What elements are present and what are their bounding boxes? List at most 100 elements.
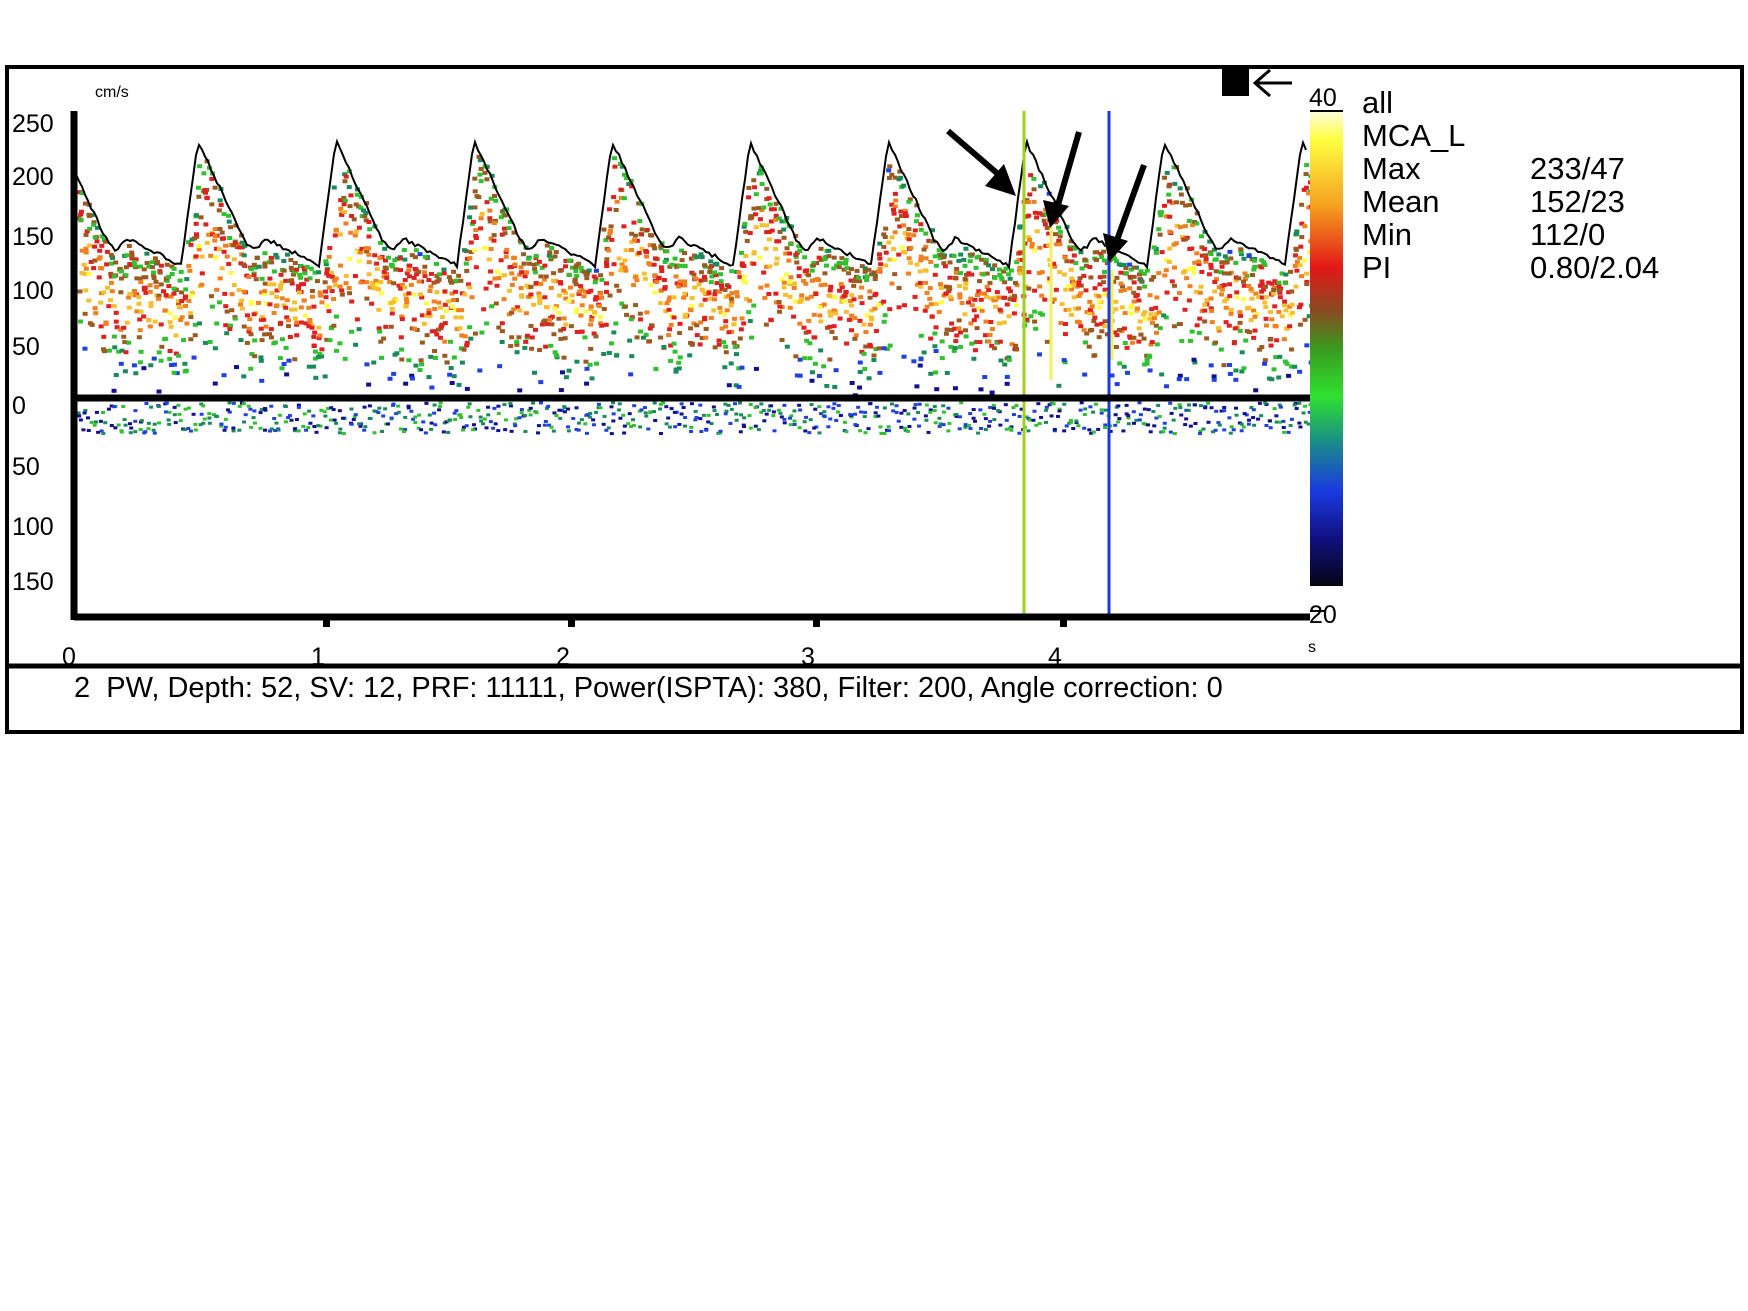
speckle [219,424,224,428]
speckle [599,323,605,328]
speckle [817,313,823,318]
speckle [1286,373,1292,378]
speckle [734,412,739,416]
speckle [1014,260,1020,265]
speckle [379,355,385,360]
speckle [501,297,507,302]
speckle [1014,283,1020,288]
speckle [124,253,130,258]
speckle [512,276,518,281]
speckle [857,385,863,390]
speckle [1122,311,1128,316]
speckle [784,246,790,251]
speckle [724,308,730,313]
speckle [1178,192,1184,197]
speckle [579,269,585,274]
speckle [129,250,135,255]
speckle [1051,261,1057,266]
speckle [427,314,433,319]
speckle [316,424,321,428]
speckle [583,422,588,426]
speckle [251,416,256,420]
speckle [352,233,358,238]
speckle [779,277,785,282]
speckle [1027,418,1032,422]
speckle [588,307,594,312]
speckle [699,336,705,341]
speckle [609,237,615,242]
speckle [262,251,268,256]
speckle [638,425,643,429]
speckle [832,384,838,389]
speckle [377,255,383,260]
speckle [1054,218,1060,223]
speckle [923,244,929,249]
speckle [508,344,514,349]
speckle [1294,260,1300,265]
speckle [1039,270,1045,275]
speckle [544,406,549,410]
speckle [794,260,800,265]
speckle [821,364,827,369]
y-tick-label: 150 [12,223,54,251]
speckle [1241,283,1247,288]
speckle [1028,314,1034,319]
speckle [1268,426,1273,430]
speckle [937,424,942,428]
speckle [242,243,248,248]
speckle [572,279,578,284]
speckle [199,412,204,416]
speckle [1116,420,1121,424]
speckle [791,314,797,319]
speckle [1083,407,1088,411]
speckle [1269,281,1275,286]
speckle [728,296,734,301]
speckle [737,401,742,405]
speckle [103,239,109,244]
speckle [484,321,490,326]
speckle [312,425,317,429]
speckle [756,428,761,432]
speckle [401,248,407,253]
speckle [906,232,912,237]
speckle [183,407,188,411]
speckle [872,306,878,311]
speckle [351,217,357,222]
speckle [882,431,887,435]
speckle [223,323,229,328]
speckle [644,310,650,315]
speckle [613,321,619,326]
speckle [974,293,980,298]
speckle [763,246,769,251]
speckle [196,247,202,252]
speckle [196,185,202,190]
speckle [711,308,717,313]
speckle [126,295,132,300]
speckle [309,325,315,330]
speckle [478,226,484,231]
speckle [1007,289,1013,294]
speckle [367,227,373,232]
speckle [296,405,301,409]
speckle [907,197,913,202]
speckle [939,339,945,344]
speckle [411,292,417,297]
speckle [1234,413,1239,417]
speckle [508,402,513,406]
speckle [294,267,300,272]
speckle [1132,421,1137,425]
speckle [746,195,752,200]
speckle [1002,295,1008,300]
speckle [1078,250,1084,255]
speckle [1149,340,1155,345]
speckle [772,217,778,222]
speckle [1223,305,1229,310]
speckle [186,298,192,303]
speckle [988,296,994,301]
speckle [952,386,958,391]
speckle [211,413,216,417]
speckle [731,340,737,345]
speckle [1282,299,1288,304]
speckle [421,270,427,275]
speckle [594,361,600,366]
